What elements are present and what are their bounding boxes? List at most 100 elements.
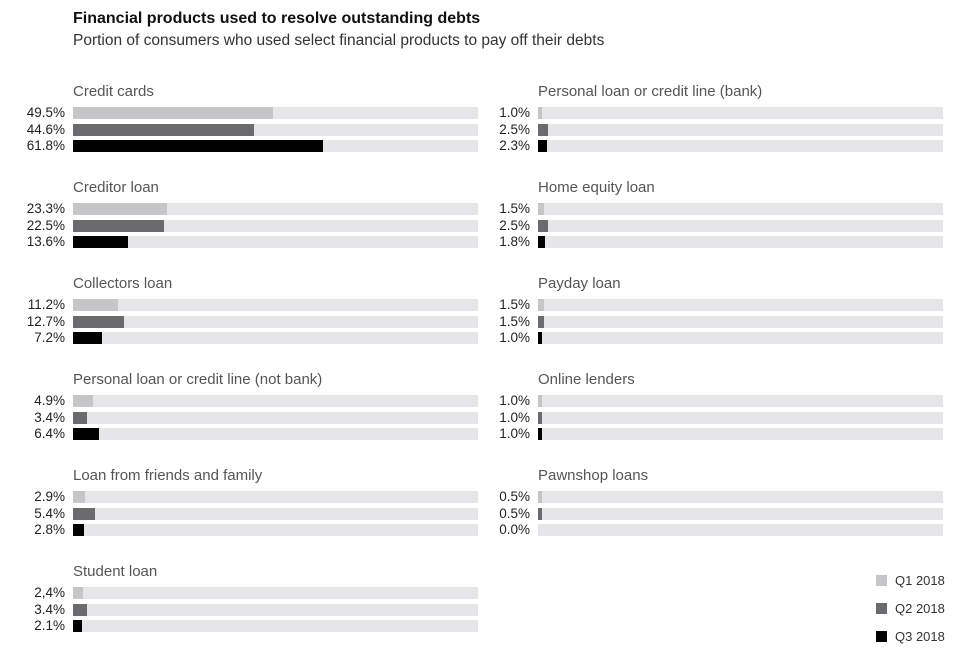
data-label: 1.5% <box>499 201 530 216</box>
bar-track <box>73 412 478 424</box>
bar-track <box>73 299 478 311</box>
bar <box>73 604 87 616</box>
data-label: 1.0% <box>499 410 530 425</box>
data-label: 44.6% <box>26 122 65 137</box>
data-label: 2.5% <box>499 218 530 233</box>
data-label: 2.1% <box>34 618 65 633</box>
data-label: 6.4% <box>34 426 65 441</box>
bar <box>73 140 324 152</box>
bar <box>73 203 168 215</box>
data-label: 61.8% <box>26 138 65 153</box>
legend-label: Q3 2018 <box>895 629 945 644</box>
bar-track <box>538 124 943 136</box>
data-label: 11.2% <box>27 297 65 312</box>
bar-track <box>538 508 943 520</box>
bar <box>73 524 85 536</box>
bar <box>73 236 129 248</box>
bar <box>73 395 93 407</box>
bar-track <box>73 491 478 503</box>
bar-track <box>538 140 943 152</box>
data-label: 3.4% <box>34 410 65 425</box>
group-title: Collectors loan <box>73 275 173 292</box>
bar-track <box>538 412 943 424</box>
group-title: Online lenders <box>538 371 635 388</box>
legend-label: Q2 2018 <box>895 601 945 616</box>
bar-track <box>73 332 478 344</box>
data-label: 3.4% <box>34 602 65 617</box>
data-label: 1.0% <box>499 330 530 345</box>
bar <box>73 412 87 424</box>
data-label: 23.3% <box>26 201 65 216</box>
bar <box>73 491 85 503</box>
bar <box>73 124 254 136</box>
bar <box>538 395 543 407</box>
legend-swatch <box>876 603 887 614</box>
bar <box>538 412 543 424</box>
bar-track <box>73 236 478 248</box>
bar <box>73 299 119 311</box>
data-label: 22.5% <box>26 218 65 233</box>
bar-track <box>538 524 943 536</box>
bar <box>538 203 545 215</box>
bar-track <box>73 508 478 520</box>
data-label: 4.9% <box>34 393 65 408</box>
bar <box>538 316 545 328</box>
data-label: 1.0% <box>499 105 530 120</box>
bar-track <box>73 395 478 407</box>
data-label: 0.5% <box>499 489 530 504</box>
group-title: Loan from friends and family <box>73 467 263 484</box>
group-title: Home equity loan <box>538 179 655 196</box>
bar-track <box>73 220 478 232</box>
bar-track <box>538 236 943 248</box>
data-label: 1.0% <box>499 393 530 408</box>
bar-track <box>538 203 943 215</box>
bar-track <box>73 140 478 152</box>
bar <box>538 508 542 520</box>
bar <box>73 508 95 520</box>
bar-track <box>73 107 478 119</box>
data-label: 1.8% <box>499 234 530 249</box>
data-label: 13.6% <box>26 234 65 249</box>
group-title: Personal loan or credit line (bank) <box>538 83 763 100</box>
data-label: 0.5% <box>499 506 530 521</box>
bar <box>538 140 548 152</box>
legend-label: Q1 2018 <box>895 573 945 588</box>
bar <box>73 587 83 599</box>
group-title: Payday loan <box>538 275 621 292</box>
bar-track <box>538 395 943 407</box>
group-title: Personal loan or credit line (not bank) <box>73 371 323 388</box>
bar-track <box>73 124 478 136</box>
chart-title: Financial products used to resolve outst… <box>73 10 481 27</box>
chart-subtitle: Portion of consumers who used select fin… <box>73 32 605 49</box>
data-label: 1.5% <box>499 314 530 329</box>
data-label: 2.5% <box>499 122 530 137</box>
data-label: 7.2% <box>34 330 65 345</box>
bar-track <box>538 316 943 328</box>
bar <box>538 491 542 503</box>
group-title: Pawnshop loans <box>538 467 649 484</box>
data-label: 2.8% <box>34 522 65 537</box>
bar-track <box>73 524 478 536</box>
bar-track <box>73 428 478 440</box>
bar <box>73 428 99 440</box>
data-label: 12.7% <box>26 314 65 329</box>
bar-track <box>538 299 943 311</box>
bar <box>538 124 549 136</box>
data-label: 49.5% <box>26 105 65 120</box>
bar-track <box>538 491 943 503</box>
bar <box>73 332 103 344</box>
bar <box>538 428 543 440</box>
group-title: Credit cards <box>73 83 154 100</box>
data-label: 2,4% <box>34 585 65 600</box>
bar-track <box>538 332 943 344</box>
data-label: 2.9% <box>34 489 65 504</box>
bar <box>538 236 546 248</box>
bar <box>73 107 274 119</box>
group-title: Student loan <box>73 563 158 580</box>
bar-track <box>73 587 478 599</box>
bar <box>538 220 549 232</box>
data-label: 0.0% <box>499 522 530 537</box>
data-label: 2.3% <box>499 138 530 153</box>
bar <box>538 332 543 344</box>
